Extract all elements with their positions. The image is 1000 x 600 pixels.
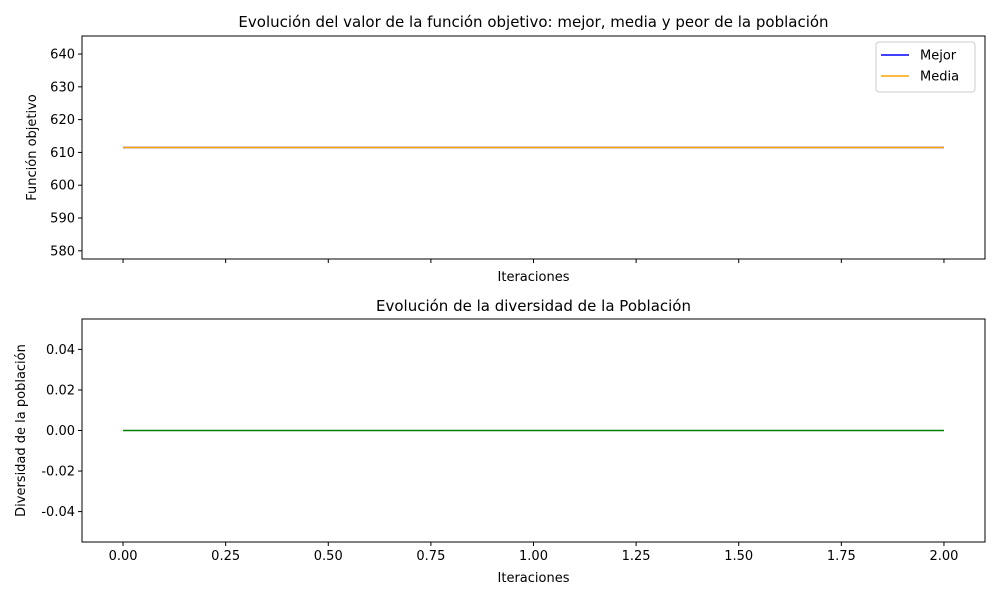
x-tick-label: 0.25: [211, 549, 240, 564]
legend: Mejor Media: [875, 41, 976, 93]
x-tick-label: 2.00: [929, 549, 958, 564]
x-tick-label: 0.00: [109, 549, 138, 564]
y-tick-label: 640: [50, 48, 75, 63]
legend-label-mejor: Mejor: [920, 49, 957, 64]
legend-label-media: Media: [920, 70, 959, 85]
y-tick-label: 630: [50, 80, 75, 95]
plot-frame: [81, 35, 986, 260]
y-axis-label: Función objetivo: [25, 94, 40, 201]
x-tick-label: 0.75: [416, 549, 445, 564]
y-tick-label: 610: [50, 146, 75, 161]
chart-panel-1: Evolución del valor de la función objeti…: [25, 13, 986, 285]
y-tick-label: 580: [50, 244, 75, 259]
x-tick-label: 0.50: [314, 549, 343, 564]
y-tick-label: -0.04: [41, 505, 75, 520]
x-tick-label: 1.25: [622, 549, 651, 564]
y-tick-label: 600: [50, 179, 75, 194]
y-tick-label: -0.02: [41, 465, 75, 480]
y-tick-label: 0.00: [46, 424, 75, 439]
x-axis-label: Iteraciones: [498, 571, 570, 586]
chart-title: Evolución del valor de la función objeti…: [238, 13, 828, 31]
chart-title: Evolución de la diversidad de la Poblaci…: [376, 297, 691, 315]
y-tick-label: 590: [50, 212, 75, 227]
y-tick-label: 0.04: [46, 343, 75, 358]
x-tick-label: 1.50: [724, 549, 753, 564]
y-tick-label: 620: [50, 113, 75, 128]
x-tick-label: 1.00: [519, 549, 548, 564]
x-tick-label: 1.75: [827, 549, 856, 564]
plot-frame: [81, 318, 986, 543]
chart-panel-2: Evolución de la diversidad de la Poblaci…: [14, 297, 986, 586]
y-tick-label: 0.02: [46, 383, 75, 398]
x-axis-label: Iteraciones: [498, 270, 570, 285]
y-axis-label: Diversidad de la población: [14, 344, 29, 517]
